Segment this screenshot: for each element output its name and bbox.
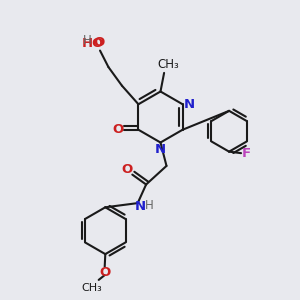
Text: CH₃: CH₃ [158,58,179,71]
Text: O: O [99,266,110,279]
Text: O: O [93,36,104,49]
Text: N: N [134,200,146,214]
Text: H: H [145,199,154,212]
Text: N: N [154,142,166,156]
Text: CH₃: CH₃ [81,283,102,293]
Text: F: F [242,147,251,160]
Text: O: O [121,163,133,176]
Text: H: H [83,34,92,47]
Text: O: O [112,123,124,136]
Text: HO: HO [81,37,104,50]
Text: N: N [184,98,195,111]
